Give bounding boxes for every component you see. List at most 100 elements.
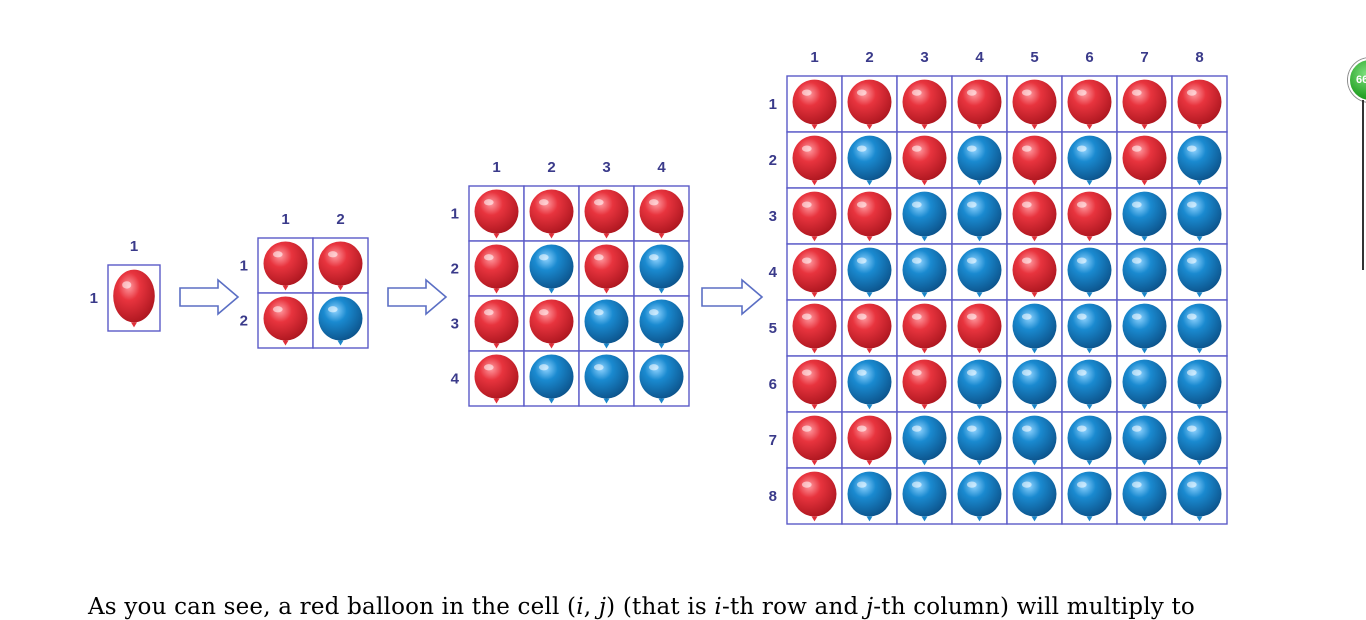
blue-balloon-icon [1067, 303, 1112, 354]
red-balloon-icon [847, 303, 892, 354]
blue-balloon-icon [1177, 471, 1222, 522]
row-label: 3 [769, 208, 777, 225]
column-label: 8 [1195, 49, 1203, 66]
red-balloon-icon [792, 303, 837, 354]
column-label: 2 [547, 159, 555, 176]
row-label: 2 [451, 261, 459, 278]
blue-balloon-icon [1177, 191, 1222, 242]
row-label: 7 [769, 432, 777, 449]
red-balloon-icon [847, 79, 892, 130]
row-label: 1 [769, 96, 777, 113]
balloon-grid: 11 [90, 238, 161, 332]
row-label: 1 [240, 258, 248, 275]
caption-part: As you can see, a red balloon in the cel… [88, 594, 577, 620]
blue-balloon-icon [529, 244, 574, 294]
blue-balloon-icon [639, 244, 684, 294]
red-balloon-icon [1122, 79, 1167, 130]
row-label: 8 [769, 488, 777, 505]
blue-balloon-icon [1177, 359, 1222, 410]
caption-part: -th column) will multiply to [873, 594, 1195, 620]
red-balloon-icon [1012, 191, 1057, 242]
caption-var: i [576, 594, 584, 620]
blue-balloon-icon [902, 191, 947, 242]
red-balloon-icon [529, 299, 574, 349]
blue-balloon-icon [957, 359, 1002, 410]
blue-balloon-icon [902, 415, 947, 466]
blue-balloon-icon [902, 471, 947, 522]
caption-var: i [714, 594, 722, 620]
row-label: 3 [451, 316, 459, 333]
blue-balloon-icon [584, 299, 629, 349]
red-balloon-icon [847, 191, 892, 242]
row-label: 5 [769, 320, 777, 337]
blue-balloon-icon [1067, 359, 1112, 410]
column-label: 1 [492, 159, 500, 176]
red-balloon-icon [529, 189, 574, 239]
red-balloon-icon [957, 79, 1002, 130]
caption-part: ) (that is [606, 594, 715, 620]
balloon-grid: 1 2 1 2 [240, 211, 369, 349]
arrow-icon [387, 278, 448, 316]
red-balloon-icon [474, 244, 519, 294]
arrow-icon [179, 278, 240, 316]
red-balloon-icon [474, 354, 519, 404]
column-label: 7 [1140, 49, 1148, 66]
red-balloon-icon [792, 191, 837, 242]
red-balloon-icon [639, 189, 684, 239]
blue-balloon-icon [1012, 303, 1057, 354]
blue-balloon-icon [1122, 359, 1167, 410]
blue-balloon-icon [847, 359, 892, 410]
red-balloon-icon [902, 135, 947, 186]
column-label: 2 [865, 49, 873, 66]
blue-balloon-icon [1177, 135, 1222, 186]
blue-balloon-icon [1067, 415, 1112, 466]
blue-balloon-icon [847, 135, 892, 186]
red-balloon-icon [263, 241, 308, 291]
row-label: 6 [769, 376, 777, 393]
blue-balloon-icon [1122, 471, 1167, 522]
column-label: 1 [130, 238, 138, 255]
blue-balloon-icon [1177, 303, 1222, 354]
blue-balloon-icon [1177, 247, 1222, 298]
column-label: 4 [657, 159, 666, 176]
blue-balloon-icon [957, 135, 1002, 186]
blue-balloon-icon [957, 247, 1002, 298]
blue-balloon-icon [957, 471, 1002, 522]
row-label: 1 [451, 206, 459, 223]
blue-balloon-icon [1122, 303, 1167, 354]
arrow-icon [701, 278, 764, 316]
blue-balloon-icon [847, 471, 892, 522]
balloon-grid: 1 2 3 4 1 2 3 4 [451, 159, 690, 407]
blue-balloon-icon [318, 296, 363, 346]
red-balloon-icon [1012, 79, 1057, 130]
blue-balloon-icon [1012, 471, 1057, 522]
blue-balloon-icon [1122, 415, 1167, 466]
caption-part: , [583, 594, 599, 620]
row-label: 2 [769, 152, 777, 169]
red-balloon-icon [474, 299, 519, 349]
row-label: 4 [451, 371, 460, 388]
column-label: 5 [1030, 49, 1038, 66]
blue-balloon-icon [639, 354, 684, 404]
red-balloon-icon [792, 79, 837, 130]
caption-text: As you can see, a red balloon in the cel… [88, 594, 1366, 620]
red-balloon-icon [584, 244, 629, 294]
red-balloon-icon [1012, 135, 1057, 186]
row-label: 2 [240, 313, 248, 330]
red-balloon-icon [792, 135, 837, 186]
column-label: 1 [281, 211, 289, 228]
red-balloon-icon [263, 296, 308, 346]
red-balloon-icon [792, 247, 837, 298]
red-balloon-icon [318, 241, 363, 291]
caption-var: j [865, 594, 874, 620]
red-balloon-icon [957, 303, 1002, 354]
blue-balloon-icon [584, 354, 629, 404]
scrollbar[interactable] [1362, 100, 1364, 270]
red-balloon-icon [902, 79, 947, 130]
blue-balloon-icon [529, 354, 574, 404]
column-label: 2 [336, 211, 344, 228]
blue-balloon-icon [1067, 471, 1112, 522]
red-balloon-icon [1177, 79, 1222, 130]
red-balloon-icon [792, 359, 837, 410]
